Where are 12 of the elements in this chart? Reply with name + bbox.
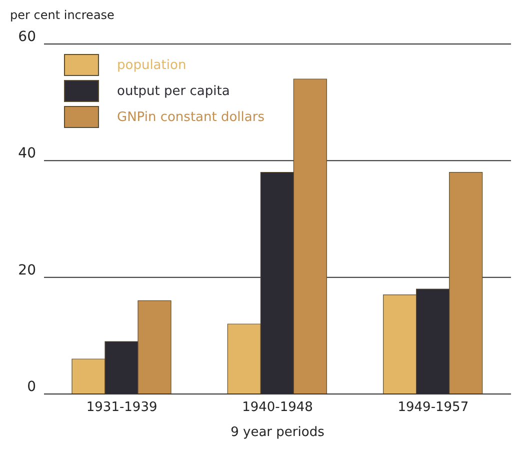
y-axis-title: per cent increase <box>10 8 114 22</box>
y-tick-label: 60 <box>18 28 36 45</box>
legend-label: output per capita <box>117 84 230 98</box>
y-tick-label: 40 <box>18 146 36 162</box>
x-axis-title: 9 year periods <box>230 425 325 440</box>
x-tick-label: 1931-1939 <box>86 400 158 416</box>
y-tick-label: 0 <box>27 378 36 395</box>
y-tick-label: 20 <box>18 262 36 278</box>
legend-label: GNPin constant dollars <box>117 110 264 124</box>
x-tick-label: 1940-1948 <box>242 400 313 416</box>
legend-label: population <box>117 58 186 72</box>
x-tick-label: 1949-1957 <box>398 400 469 416</box>
